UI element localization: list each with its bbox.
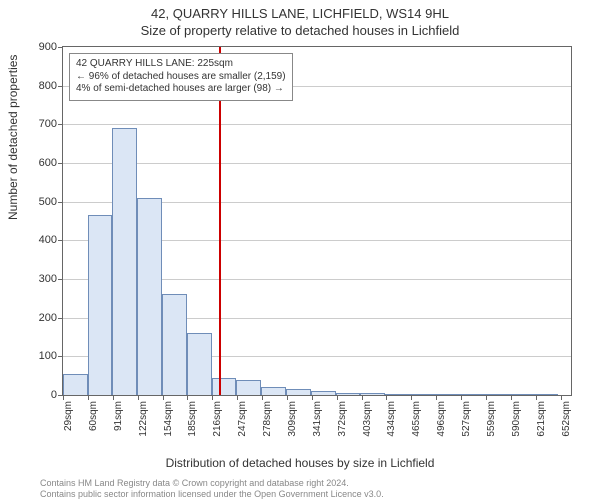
annot-line2: ← 96% of detached houses are smaller (2,… [76, 71, 286, 84]
x-tick-mark [337, 395, 338, 400]
x-tick-label: 216sqm [212, 401, 223, 437]
histogram-bar [162, 294, 187, 395]
x-tick-mark [287, 395, 288, 400]
x-tick-label: 122sqm [138, 401, 149, 437]
x-tick-label: 434sqm [386, 401, 397, 437]
x-tick-label: 29sqm [63, 401, 74, 431]
plot-area: 010020030040050060070080090029sqm60sqm91… [62, 46, 572, 396]
y-tick-label: 600 [39, 157, 57, 169]
y-tick-mark [58, 318, 63, 319]
histogram-bar [434, 394, 459, 395]
y-tick-mark [58, 202, 63, 203]
chart-title: 42, QUARRY HILLS LANE, LICHFIELD, WS14 9… [0, 0, 600, 21]
x-tick-mark [113, 395, 114, 400]
histogram-bar [261, 387, 286, 395]
histogram-bar [360, 393, 385, 395]
y-tick-mark [58, 86, 63, 87]
x-tick-mark [88, 395, 89, 400]
footer-line2: Contains public sector information licen… [40, 489, 600, 500]
x-tick-mark [386, 395, 387, 400]
x-tick-mark [187, 395, 188, 400]
chart-subtitle: Size of property relative to detached ho… [0, 21, 600, 38]
y-tick-label: 500 [39, 196, 57, 208]
gridline [63, 124, 571, 125]
x-tick-label: 621sqm [536, 401, 547, 437]
histogram-bar [286, 389, 311, 395]
x-tick-mark [312, 395, 313, 400]
histogram-bar [236, 380, 261, 395]
histogram-bar [509, 394, 534, 395]
histogram-bar [137, 198, 162, 395]
histogram-bar [534, 394, 559, 395]
x-tick-label: 403sqm [362, 401, 373, 437]
x-tick-label: 154sqm [163, 401, 174, 437]
y-tick-label: 100 [39, 350, 57, 362]
y-tick-label: 900 [39, 41, 57, 53]
y-tick-mark [58, 47, 63, 48]
annot-line3: 4% of semi-detached houses are larger (9… [76, 83, 286, 96]
x-tick-mark [262, 395, 263, 400]
y-tick-label: 200 [39, 312, 57, 324]
y-tick-mark [58, 163, 63, 164]
histogram-bar [336, 393, 361, 395]
x-tick-mark [561, 395, 562, 400]
reference-annotation: 42 QUARRY HILLS LANE: 225sqm ← 96% of de… [69, 53, 293, 101]
x-tick-label: 496sqm [436, 401, 447, 437]
histogram-bar [187, 333, 212, 395]
x-tick-label: 247sqm [237, 401, 248, 437]
histogram-bar [385, 394, 410, 395]
y-tick-label: 400 [39, 234, 57, 246]
y-tick-mark [58, 124, 63, 125]
x-tick-mark [536, 395, 537, 400]
x-tick-mark [237, 395, 238, 400]
histogram-bar [88, 215, 113, 395]
x-tick-mark [486, 395, 487, 400]
y-tick-mark [58, 356, 63, 357]
y-tick-label: 300 [39, 273, 57, 285]
x-tick-mark [511, 395, 512, 400]
x-tick-label: 185sqm [187, 401, 198, 437]
x-tick-label: 465sqm [411, 401, 422, 437]
y-tick-mark [58, 240, 63, 241]
x-tick-label: 527sqm [461, 401, 472, 437]
x-tick-label: 278sqm [262, 401, 273, 437]
gridline [63, 163, 571, 164]
x-tick-mark [63, 395, 64, 400]
x-tick-label: 590sqm [511, 401, 522, 437]
x-tick-mark [212, 395, 213, 400]
histogram-bar [410, 394, 435, 395]
annot-line1: 42 QUARRY HILLS LANE: 225sqm [76, 58, 286, 71]
x-tick-label: 559sqm [486, 401, 497, 437]
histogram-bar [212, 378, 237, 395]
x-tick-mark [138, 395, 139, 400]
x-tick-label: 652sqm [561, 401, 572, 437]
histogram-bar [112, 128, 137, 395]
x-axis-label: Distribution of detached houses by size … [0, 456, 600, 470]
x-tick-label: 341sqm [312, 401, 323, 437]
x-tick-label: 309sqm [287, 401, 298, 437]
y-tick-label: 0 [51, 389, 57, 401]
y-tick-label: 700 [39, 118, 57, 130]
y-axis-label: Number of detached properties [6, 55, 20, 220]
y-tick-mark [58, 279, 63, 280]
x-tick-label: 91sqm [113, 401, 124, 431]
histogram-bar [484, 394, 509, 395]
histogram-bar [63, 374, 88, 395]
y-tick-label: 800 [39, 80, 57, 92]
x-tick-mark [411, 395, 412, 400]
x-tick-mark [163, 395, 164, 400]
footer-line1: Contains HM Land Registry data © Crown c… [40, 478, 600, 489]
histogram-bar [459, 394, 484, 395]
x-tick-mark [362, 395, 363, 400]
chart-container: 42, QUARRY HILLS LANE, LICHFIELD, WS14 9… [0, 0, 600, 500]
attribution-footer: Contains HM Land Registry data © Crown c… [0, 478, 600, 500]
histogram-bar [311, 391, 336, 395]
x-tick-label: 60sqm [88, 401, 99, 431]
x-tick-mark [436, 395, 437, 400]
x-tick-mark [461, 395, 462, 400]
x-tick-label: 372sqm [337, 401, 348, 437]
